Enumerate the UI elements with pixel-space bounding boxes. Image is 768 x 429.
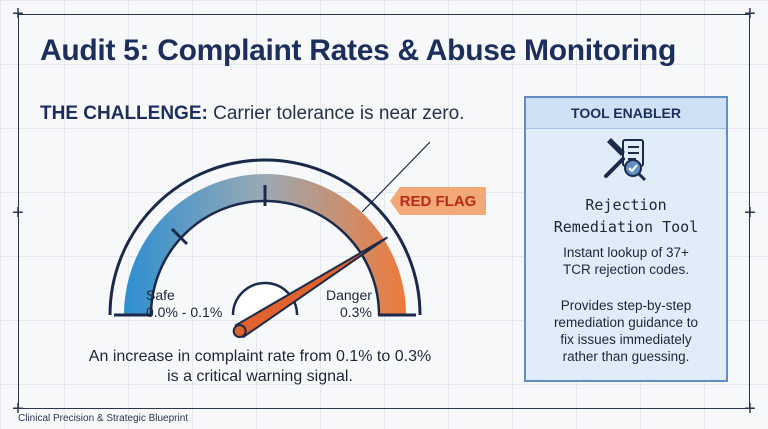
- red-flag-badge: RED FLAG: [390, 187, 486, 215]
- challenge-heading: THE CHALLENGE:: [40, 103, 208, 124]
- safe-range: 0.0% - 0.1%: [146, 304, 223, 320]
- tool-name-line-2: Remediation Tool: [553, 218, 699, 236]
- crosshair-mark: +: [12, 3, 24, 25]
- frame-top-line: [18, 14, 750, 15]
- desc-line: Provides step-by-step: [560, 298, 692, 313]
- desc-line: Instant lookup of 37+: [563, 245, 689, 260]
- gauge-tick-left: [170, 227, 189, 246]
- tool-name-line-1: Rejection: [585, 196, 667, 214]
- frame-bottom-line: [18, 408, 750, 409]
- crosshair-mark: +: [12, 202, 24, 224]
- crosshair-mark: +: [744, 3, 756, 25]
- gauge-colored-band: [124, 174, 406, 315]
- danger-label-title: Danger: [326, 287, 372, 303]
- crosshair-mark: +: [12, 398, 24, 420]
- desc-line: rather than guessing.: [562, 349, 690, 364]
- tool-description-lookup: Instant lookup of 37+ TCR rejection code…: [538, 244, 714, 278]
- desc-line: remediation guidance to: [553, 315, 699, 330]
- gauge-needle: [232, 236, 388, 339]
- danger-label: Danger 0.3%: [326, 287, 372, 321]
- tool-enabler-panel: TOOL ENABLER Rejection Remediation Tool …: [524, 96, 728, 382]
- danger-value: 0.3%: [340, 304, 372, 320]
- tool-name: Rejection Remediation Tool: [526, 194, 726, 238]
- frame-right-line: [749, 14, 750, 409]
- challenge-text: Carrier tolerance is near zero.: [213, 103, 465, 124]
- tool-description-guidance: Provides step-by-step remediation guidan…: [538, 297, 714, 365]
- challenge-statement: THE CHALLENGE: Carrier tolerance is near…: [40, 103, 464, 125]
- wrench-checklist-icon: [604, 138, 647, 182]
- complaint-rate-gauge: [108, 141, 430, 339]
- gauge-outer-outline: [108, 158, 422, 316]
- crosshair-mark: +: [744, 398, 756, 420]
- safe-label: Safe 0.0% - 0.1%: [146, 287, 222, 321]
- frame-left-line: [18, 14, 19, 409]
- desc-line: TCR rejection codes.: [562, 262, 690, 277]
- gauge-caption: An increase in complaint rate from 0.1% …: [40, 347, 480, 387]
- panel-header: TOOL ENABLER: [526, 98, 726, 129]
- crosshair-mark: +: [744, 202, 756, 224]
- caption-line-2: is a critical warning signal.: [167, 368, 353, 385]
- desc-line: fix issues immediately: [560, 332, 692, 347]
- footer-text: Clinical Precision & Strategic Blueprint: [18, 413, 189, 424]
- flag-pointer-line: [361, 141, 430, 213]
- page-title: Audit 5: Complaint Rates & Abuse Monitor…: [40, 34, 676, 67]
- caption-line-1: An increase in complaint rate from 0.1% …: [88, 348, 432, 365]
- safe-label-title: Safe: [146, 287, 175, 303]
